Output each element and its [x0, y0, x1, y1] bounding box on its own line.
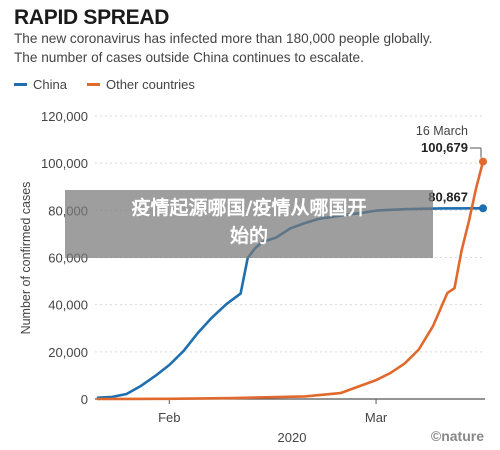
- legend-item-other-countries: Other countries: [86, 77, 195, 92]
- chart-title: RAPID SPREAD: [14, 6, 170, 29]
- chart-subtitle-line-1: The new coronavirus has infected more th…: [14, 31, 433, 46]
- legend-label-other-countries: Other countries: [105, 77, 195, 92]
- series-endpoint-china: [479, 204, 487, 213]
- source-credit: ©nature: [430, 428, 484, 444]
- x-axis-label: 2020: [278, 430, 307, 445]
- y-tick-label: 20,000: [48, 345, 88, 360]
- other-end-value-label: 100,679: [421, 140, 468, 155]
- y-tick-label: 100,000: [41, 156, 88, 171]
- y-tick-label: 0: [81, 392, 88, 407]
- overlay-text: 疫情起源哪国/疫情从哪国开始的: [131, 197, 367, 247]
- chart-subtitle-line-2: The number of cases outside China contin…: [14, 50, 364, 65]
- x-tick-label: Feb: [158, 410, 180, 425]
- legend-item-china: China: [14, 77, 67, 92]
- x-tick-label: Mar: [365, 410, 388, 425]
- y-axis-label: Number of confirmed cases: [19, 182, 33, 335]
- legend-label-china: China: [33, 77, 67, 92]
- chart-legend: China Other countries: [14, 77, 195, 92]
- series-line-other-countries: [96, 160, 485, 401]
- y-tick-label: 120,000: [41, 109, 88, 124]
- legend-swatch-other-countries: [86, 83, 100, 86]
- legend-swatch-china: [14, 83, 27, 86]
- y-tick-label: 40,000: [48, 298, 88, 313]
- series-endpoint-other-countries: [479, 157, 487, 166]
- other-end-date-label: 16 March: [416, 124, 468, 138]
- china-end-value-label: 80,867: [428, 189, 468, 204]
- overlay-banner: 疫情起源哪国/疫情从哪国开始的: [65, 190, 433, 258]
